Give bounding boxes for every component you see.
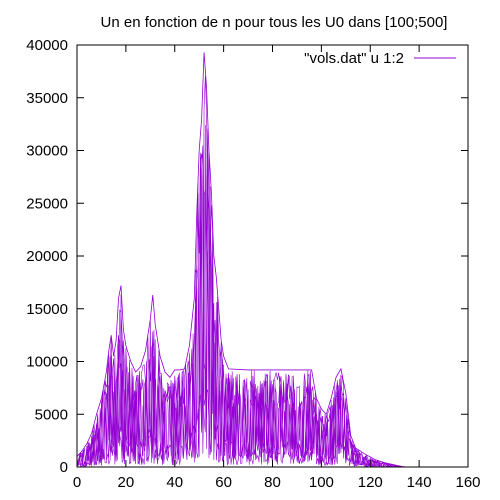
y-tick-label: 30000 — [26, 143, 68, 160]
x-tick-label: 140 — [407, 474, 432, 491]
y-tick-label: 25000 — [26, 195, 68, 212]
x-tick-label: 80 — [264, 474, 281, 491]
x-tick-label: 100 — [309, 474, 334, 491]
series-line — [76, 171, 407, 468]
series-line — [76, 153, 407, 468]
legend-label: "vols.dat" u 1:2 — [304, 50, 404, 67]
x-tick-label: 160 — [455, 474, 480, 491]
x-tick-label: 20 — [118, 474, 135, 491]
y-tick-label: 5000 — [35, 406, 68, 423]
series-line — [76, 76, 407, 468]
x-tick-label: 60 — [215, 474, 232, 491]
series-envelope — [76, 52, 407, 468]
x-tick-label: 120 — [358, 474, 383, 491]
y-tick-label: 15000 — [26, 301, 68, 318]
y-tick-label: 20000 — [26, 248, 68, 265]
legend: "vols.dat" u 1:2 — [304, 50, 456, 67]
ticks-layer: 0 20 40 60 80 100 120 140 160 0 5000 10000 15000 2000… — [26, 37, 480, 491]
y-tick-label: 10000 — [26, 354, 68, 371]
y-tick-label: 0 — [60, 459, 68, 476]
y-tick-label: 35000 — [26, 90, 68, 107]
data-layer — [76, 52, 407, 468]
x-tick-label: 0 — [73, 474, 81, 491]
series-line — [76, 145, 407, 468]
x-tick-label: 40 — [166, 474, 183, 491]
chart-title: Un en fonction de n pour tous les U0 dan… — [101, 14, 448, 31]
y-tick-label: 40000 — [26, 37, 68, 54]
